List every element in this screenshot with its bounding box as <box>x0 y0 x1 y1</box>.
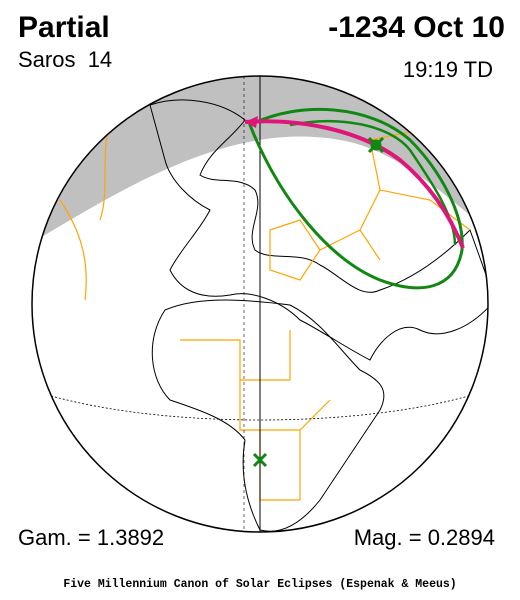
subsolar-point <box>252 452 268 468</box>
max-line <box>244 119 465 249</box>
saros: Saros 14 <box>18 47 112 72</box>
penumbra-outline <box>248 107 464 290</box>
magnitude: Mag. = 0.2894 <box>354 525 495 550</box>
globe <box>32 76 488 532</box>
borders <box>59 119 471 501</box>
greatest-eclipse <box>367 136 385 154</box>
globe-outline <box>31 75 489 533</box>
title: Partial <box>18 11 110 44</box>
credit: Five Millennium Canon of Solar Eclipses … <box>63 578 456 591</box>
time: 19:19 TD <box>403 57 493 82</box>
date: -1234 Oct 10 <box>328 11 505 44</box>
africa-coast <box>151 299 385 532</box>
gamma: Gam. = 1.3892 <box>18 525 164 550</box>
arrow <box>245 116 258 128</box>
